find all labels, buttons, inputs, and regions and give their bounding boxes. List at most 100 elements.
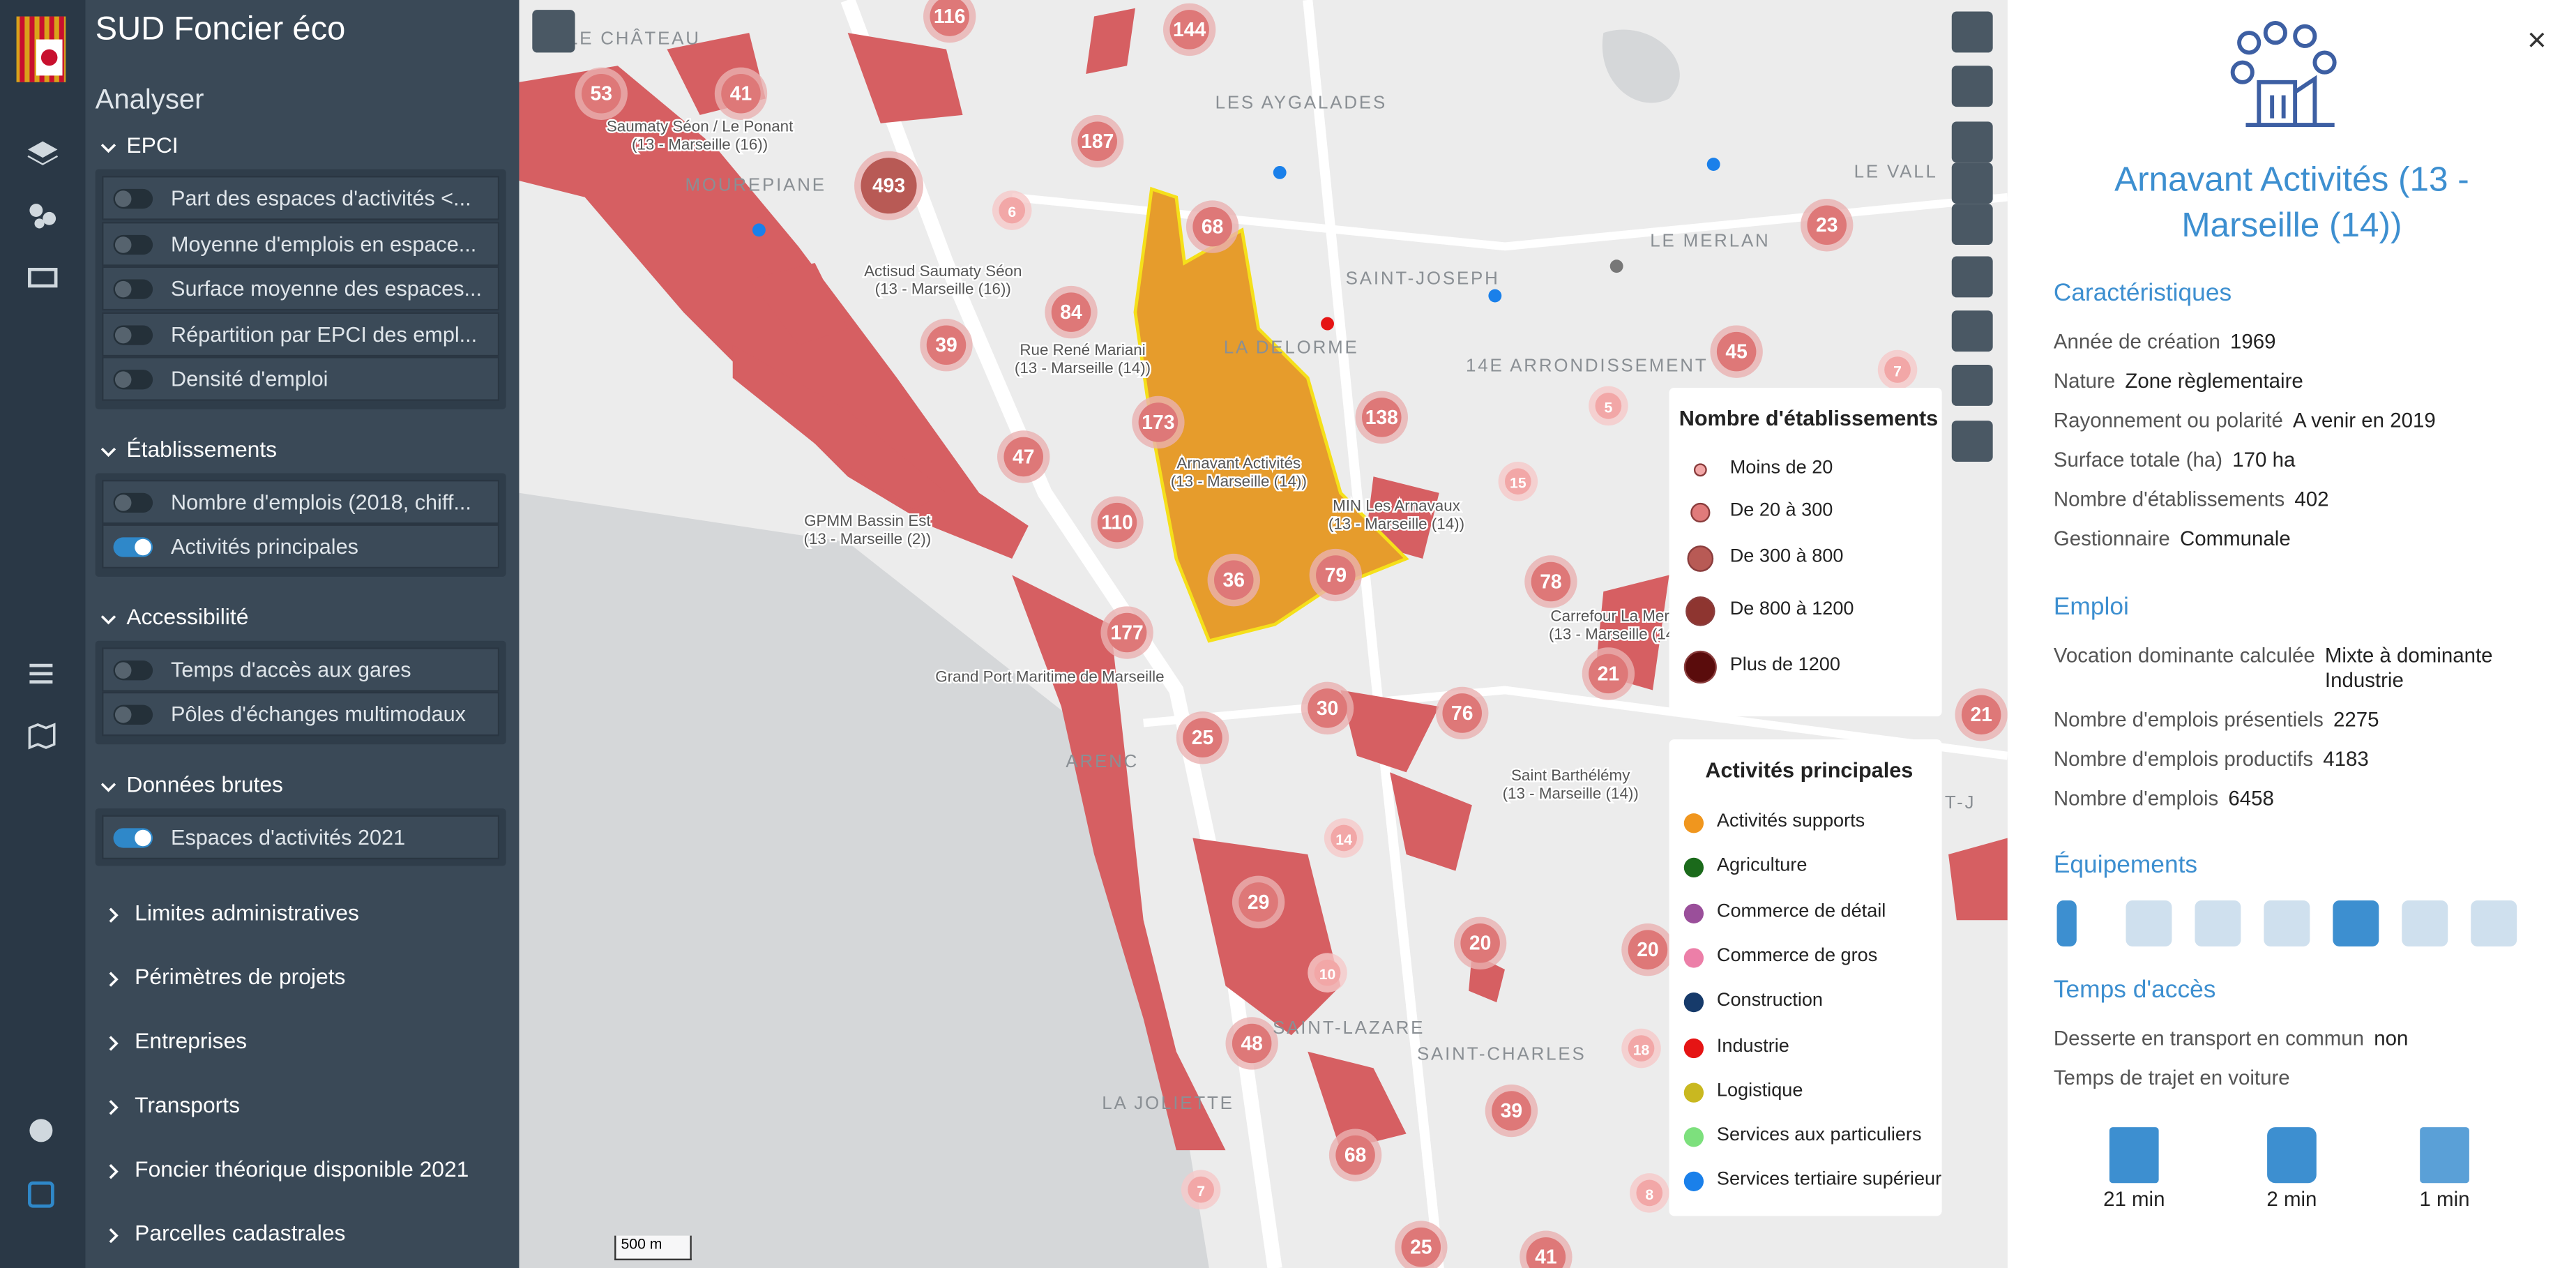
cluster <box>1961 695 2001 735</box>
toggle[interactable] <box>113 234 153 254</box>
section-title: Temps d'accès <box>2053 976 2216 1004</box>
legend-label: De 800 à 1200 <box>1729 599 1854 620</box>
zone-label: Rue René Mariani (13 - Marseille (14)) <box>1015 341 1151 377</box>
layer-row[interactable]: Surface moyenne des espaces... <box>102 266 500 311</box>
legend-swatch <box>1683 1172 1704 1192</box>
group-box: Temps d'accès aux gares Pôles d'échanges … <box>95 640 506 744</box>
cluster <box>1401 1227 1441 1267</box>
travel-time: 21 min <box>2103 1188 2165 1212</box>
cluster-label: 53 <box>591 82 612 105</box>
row-label: Nombre d'établissements <box>2053 488 2285 511</box>
cluster-label: 14 <box>1335 832 1352 848</box>
back-button[interactable] <box>532 10 575 53</box>
map-control[interactable] <box>1951 256 1993 298</box>
legend-title: Nombre d'établissements <box>1679 405 1939 431</box>
toggle[interactable] <box>113 370 153 390</box>
travel-icon <box>2109 1127 2159 1184</box>
toggle[interactable] <box>113 704 153 725</box>
collapsed-group[interactable]: Transports <box>135 1092 241 1117</box>
cluster <box>1335 1135 1375 1175</box>
chevron[interactable] <box>105 1035 122 1052</box>
row-value: 6458 <box>2228 787 2274 810</box>
toggle[interactable] <box>113 324 153 345</box>
cluster <box>1628 930 1668 969</box>
layer-row[interactable]: Temps d'accès aux gares <box>102 647 500 691</box>
layer-row[interactable]: Moyenne d'emplois en espace... <box>102 220 500 266</box>
cluster <box>926 325 967 365</box>
map-control[interactable] <box>1951 163 1993 204</box>
collapsed-group[interactable]: Parcelles cadastrales <box>135 1221 346 1246</box>
cluster <box>1807 205 1847 246</box>
collapsed-group[interactable]: Limites administratives <box>135 900 359 926</box>
equipment-icon <box>2333 900 2379 946</box>
chevron[interactable] <box>100 778 117 795</box>
cluster-label: 21 <box>1970 703 1992 725</box>
map-control[interactable] <box>1951 310 1993 352</box>
layer-row[interactable]: Part des espaces d'activités <... <box>102 176 500 220</box>
cluster-label: 79 <box>1325 564 1347 586</box>
map-control[interactable] <box>1951 421 1993 462</box>
zone-label: GPMM Bassin Est (13 - Marseille (2)) <box>804 512 932 548</box>
map-control[interactable] <box>1951 66 1993 107</box>
cluster-label: 84 <box>1060 301 1082 323</box>
chevron[interactable] <box>105 907 122 923</box>
legend-size: Nombre d'établissements Moins de 20 De 20 … <box>1669 387 1942 717</box>
cluster <box>1192 206 1232 247</box>
cluster-label: 7 <box>1893 363 1902 379</box>
layer-row[interactable]: Densité d'emploi <box>102 356 500 401</box>
layer-row[interactable]: Activités principales <box>102 524 500 569</box>
map-control[interactable] <box>1951 365 1993 406</box>
map-control[interactable] <box>1951 121 1993 163</box>
map[interactable]: 116 144 53 41 493 187 68 23 84 39 173 138 45 47 110 36 7… <box>519 0 2575 1268</box>
legend-label: Construction <box>1716 991 1823 1011</box>
toggle[interactable] <box>113 188 153 209</box>
cluster <box>1595 393 1622 419</box>
toggle[interactable] <box>113 827 153 847</box>
toggle[interactable] <box>113 537 153 557</box>
place-label: LE MERLAN <box>1650 231 1770 250</box>
legend-label: Services tertiaire supérieur <box>1716 1170 1942 1191</box>
chevron[interactable] <box>105 1163 122 1180</box>
row-label: Nombre d'emplois présentiels <box>2053 708 2324 732</box>
group-title: Données brutes <box>126 771 283 797</box>
row-value: Zone règlementaire <box>2125 370 2303 393</box>
toggle[interactable] <box>113 279 153 299</box>
cluster-label: 48 <box>1241 1032 1262 1054</box>
cluster-label: 25 <box>1410 1236 1432 1258</box>
toggle[interactable] <box>113 492 153 512</box>
travel-icon <box>2267 1127 2317 1184</box>
row-label: Nature <box>2053 370 2116 393</box>
chevron[interactable] <box>105 1099 122 1116</box>
cluster-label: 39 <box>935 333 957 356</box>
cluster-label: 39 <box>1501 1099 1522 1122</box>
chevron[interactable] <box>100 443 117 460</box>
cluster-label: 41 <box>1535 1246 1556 1268</box>
chevron[interactable] <box>100 610 117 627</box>
zone-label: Actisud Saumaty Séon (13 - Marseille (16)… <box>864 262 1022 298</box>
cluster <box>1636 1179 1663 1207</box>
cluster-label: 76 <box>1451 702 1473 724</box>
place-label: LES AYGALADES <box>1215 93 1388 112</box>
layer-row[interactable]: Espaces d'activités 2021 <box>102 814 500 859</box>
collapsed-group[interactable]: Entreprises <box>135 1028 248 1054</box>
map-control[interactable] <box>1951 204 1993 246</box>
cluster <box>1107 612 1147 653</box>
legend-swatch <box>1683 1082 1704 1103</box>
legend-label: De 300 à 800 <box>1729 547 1844 567</box>
map-control[interactable] <box>1951 11 1993 53</box>
chevron[interactable] <box>100 139 117 156</box>
toggle[interactable] <box>113 659 153 680</box>
layer-label: Densité d'emploi <box>171 366 328 391</box>
collapsed-group[interactable]: Périmètres de projets <box>135 964 346 990</box>
chevron[interactable] <box>105 1228 122 1244</box>
place-label: 14E ARRONDISSEMENT <box>1466 356 1708 375</box>
layer-row[interactable]: Pôles d'échanges multimodaux <box>102 691 500 737</box>
chevron[interactable] <box>105 971 122 988</box>
cluster-label: 78 <box>1540 570 1561 592</box>
layer-row[interactable]: Nombre d'emplois (2018, chiff... <box>102 478 500 524</box>
layer-row[interactable]: Répartition par EPCI des empl... <box>102 311 500 356</box>
close-button[interactable]: × <box>2527 22 2547 59</box>
place-label: SAINT-LAZARE <box>1273 1018 1425 1038</box>
cluster <box>1238 882 1278 922</box>
collapsed-group[interactable]: Foncier théorique disponible 2021 <box>135 1156 469 1182</box>
